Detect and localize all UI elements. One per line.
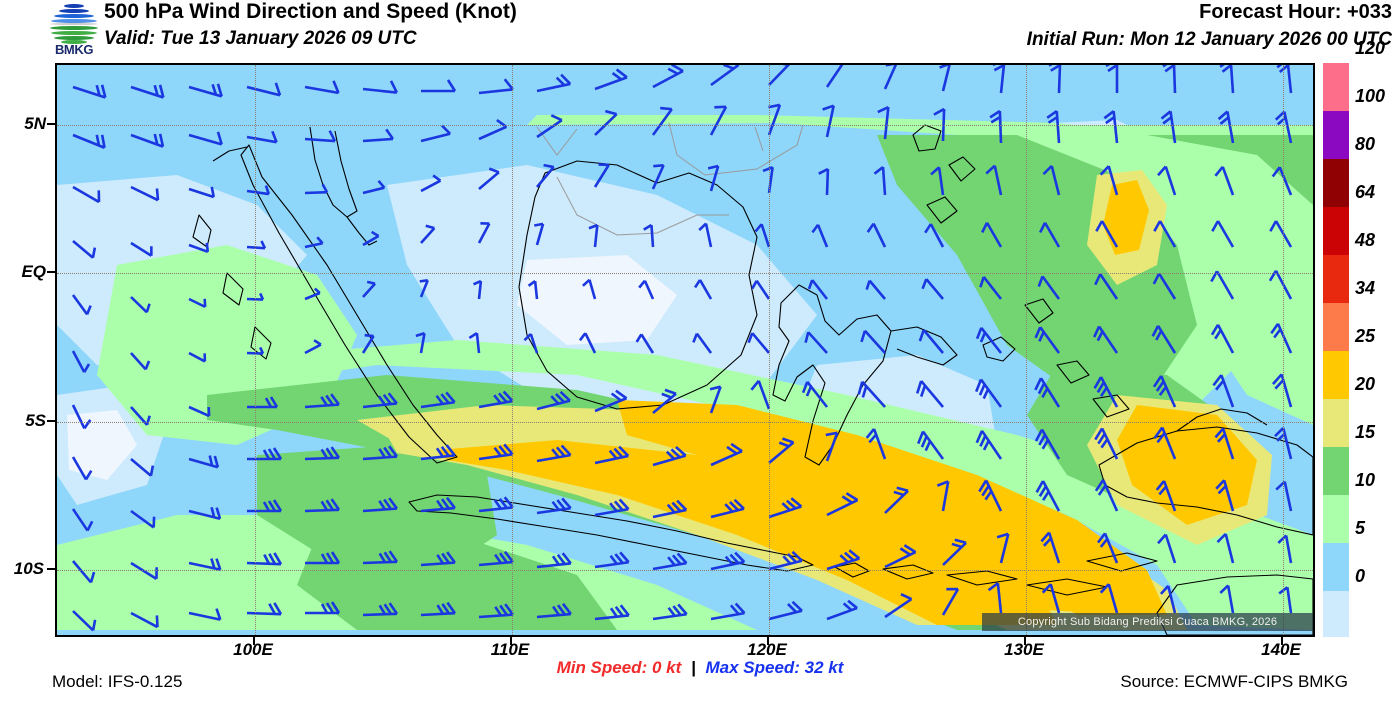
gridline-lat-eq bbox=[57, 273, 1313, 274]
lat-label-5n: 5N bbox=[24, 114, 46, 133]
gridline-lon-140e bbox=[1283, 65, 1284, 635]
gridline-lon-100e bbox=[255, 65, 256, 635]
colorbar-tick-100: 100 bbox=[1355, 86, 1386, 106]
colorbar-band-5-10 bbox=[1323, 543, 1349, 591]
colorbar-tick-0: 0 bbox=[1355, 566, 1366, 586]
colorbar-tick-5: 5 bbox=[1355, 518, 1366, 538]
map-copyright: Copyright Sub Bidang Prediksi Cuaca BMKG… bbox=[982, 613, 1313, 631]
lon-tick-120e bbox=[767, 637, 769, 645]
speed-separator: | bbox=[690, 658, 696, 677]
colorbar-band-80-100 bbox=[1323, 159, 1349, 207]
header: BMKG 500 hPa Wind Direction and Speed (K… bbox=[0, 0, 1400, 58]
lon-label-110e: 110E bbox=[490, 640, 530, 659]
valid-time-label: Valid: Tue 13 January 2026 09 UTC bbox=[104, 28, 417, 49]
colorbar-band-48-64 bbox=[1323, 255, 1349, 303]
lat-label-eq: EQ bbox=[21, 262, 46, 281]
weather-map[interactable]: Copyright Sub Bidang Prediksi Cuaca BMKG… bbox=[55, 63, 1315, 637]
lat-tick-eq bbox=[47, 271, 55, 273]
gridline-lat-10s bbox=[57, 570, 1313, 571]
colorbar-tick-10: 10 bbox=[1355, 470, 1376, 490]
lon-label-130e: 130E bbox=[1004, 640, 1044, 659]
speed-summary: Min Speed: 0 kt | Max Speed: 32 kt bbox=[0, 658, 1400, 678]
colorbar-band-25-34 bbox=[1323, 351, 1349, 399]
lon-tick-110e bbox=[510, 637, 512, 645]
bmkg-logo-text: BMKG bbox=[54, 42, 94, 57]
lon-tick-100e bbox=[253, 637, 255, 645]
lat-label-10s: 10S bbox=[13, 559, 44, 578]
colorbar-tick-25: 25 bbox=[1355, 326, 1376, 346]
gridline-lon-110e bbox=[512, 65, 513, 635]
gridline-lon-120e bbox=[769, 65, 770, 635]
lon-label-140e: 140E bbox=[1261, 640, 1301, 659]
colorbar-band-34-48 bbox=[1323, 303, 1349, 351]
colorbar-tick-48: 48 bbox=[1355, 230, 1376, 250]
colorbar-band-0-5 bbox=[1323, 591, 1349, 637]
page-title: 500 hPa Wind Direction and Speed (Knot) bbox=[104, 0, 517, 23]
lat-tick-5s bbox=[47, 420, 55, 422]
lat-tick-10s bbox=[47, 568, 55, 570]
max-speed-label: Max Speed: 32 kt bbox=[705, 658, 844, 677]
gridline-lat-5s bbox=[57, 422, 1313, 423]
lon-label-100e: 100E bbox=[233, 640, 273, 659]
lat-tick-5n bbox=[47, 123, 55, 125]
colorbar-tick-64: 64 bbox=[1355, 182, 1376, 202]
speed-colorbar bbox=[1323, 63, 1349, 637]
colorbar-band-100-120 bbox=[1323, 111, 1349, 159]
gridline-lon-130e bbox=[1026, 65, 1027, 635]
colorbar-tick-20: 20 bbox=[1355, 374, 1376, 394]
colorbar-band-64-80 bbox=[1323, 207, 1349, 255]
colorbar-tick-80: 80 bbox=[1355, 134, 1376, 154]
colorbar-band-120plus bbox=[1323, 63, 1349, 111]
min-speed-label: Min Speed: 0 kt bbox=[556, 658, 682, 677]
colorbar-tick-120: 120 bbox=[1355, 38, 1386, 58]
colorbar-tick-34: 34 bbox=[1355, 278, 1376, 298]
map-raster bbox=[57, 65, 1313, 635]
bmkg-logo: BMKG bbox=[44, 2, 104, 57]
gridline-lat-5n bbox=[57, 125, 1313, 126]
colorbar-band-20-25 bbox=[1323, 399, 1349, 447]
forecast-hour-label: Forecast Hour: +033 bbox=[1199, 1, 1392, 23]
source-label: Source: ECMWF-CIPS BMKG bbox=[1120, 672, 1348, 691]
map-canvas: Copyright Sub Bidang Prediksi Cuaca BMKG… bbox=[57, 65, 1313, 635]
lon-tick-140e bbox=[1281, 637, 1283, 645]
model-label: Model: IFS-0.125 bbox=[52, 672, 183, 691]
lat-label-5s: 5S bbox=[25, 411, 46, 430]
colorbar-tick-15: 15 bbox=[1355, 422, 1376, 442]
bmkg-logo-disc bbox=[50, 2, 98, 44]
initial-run-label: Initial Run: Mon 12 January 2026 00 UTC bbox=[1026, 29, 1392, 50]
colorbar-band-10-15 bbox=[1323, 495, 1349, 543]
lon-label-120e: 120E bbox=[747, 640, 787, 659]
colorbar-band-15-20 bbox=[1323, 447, 1349, 495]
lon-tick-130e bbox=[1024, 637, 1026, 645]
